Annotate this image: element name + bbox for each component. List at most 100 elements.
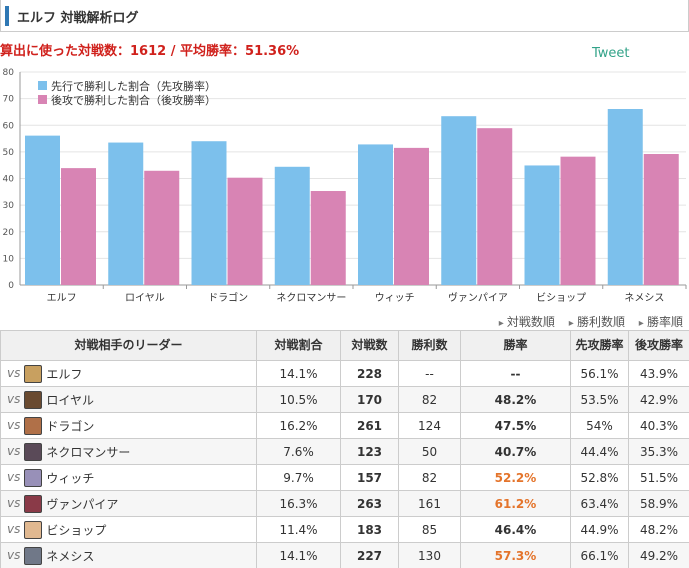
wins-cell: 82 [398, 464, 461, 491]
bar-first [25, 135, 60, 285]
second-rate-cell: 40.3% [628, 412, 689, 439]
table-row: vs ドラゴン 16.2% 261 124 47.5% 54% 40.3% [0, 412, 689, 439]
second-rate-cell: 42.9% [628, 386, 689, 413]
leader-name: ヴァンパイア [46, 497, 119, 511]
leader-cell: vs ウィッチ [0, 464, 257, 491]
vs-label: vs [7, 548, 21, 562]
ratio-cell: 7.6% [256, 438, 341, 465]
battles-cell: 261 [340, 412, 399, 439]
bar-second [61, 168, 96, 285]
x-tick-label: エルフ [47, 293, 77, 304]
col-header-wins: 勝利数 [398, 330, 461, 361]
first-rate-cell: 56.1% [570, 360, 629, 387]
bar-second [227, 177, 263, 285]
rate-cell: 52.2% [460, 464, 571, 491]
bar-second [144, 170, 180, 285]
bar-first [358, 144, 393, 285]
wins-cell: 130 [398, 542, 461, 568]
leader-avatar [24, 442, 43, 461]
second-rate-cell: 35.3% [628, 438, 689, 465]
table-row: vs ヴァンパイア 16.3% 263 161 61.2% 63.4% 58.9% [0, 490, 689, 517]
first-rate-cell: 44.9% [570, 516, 629, 543]
x-tick-label: ドラゴン [208, 291, 248, 304]
vs-label: vs [7, 418, 21, 432]
leader-cell: vs ヴァンパイア [0, 490, 257, 517]
wins-cell: 85 [398, 516, 461, 543]
summary-avg-rate: 51.36% [245, 44, 300, 59]
y-tick-label: 60 [3, 121, 15, 131]
bar-first [524, 165, 560, 285]
summary-avg-label: 平均勝率： [180, 44, 246, 59]
x-tick-label: ビショップ [536, 292, 586, 304]
col-header-ratio: 対戦割合 [256, 330, 341, 361]
leader-name: エルフ [46, 367, 83, 381]
wins-cell: 50 [398, 438, 461, 465]
battles-cell: 183 [340, 516, 399, 543]
rate-cell: 46.4% [460, 516, 571, 543]
bar-second [560, 156, 596, 285]
leader-name: ロイヤル [46, 393, 94, 407]
first-rate-cell: 63.4% [570, 490, 629, 517]
sort-by-battles-link[interactable]: 対戦数順 [499, 315, 555, 329]
col-header-first: 先攻勝率 [570, 330, 629, 361]
sort-links: 対戦数順 勝利数順 勝率順 [489, 313, 683, 330]
first-rate-cell: 53.5% [570, 386, 629, 413]
vs-label: vs [7, 366, 21, 380]
bar-second [394, 147, 429, 285]
table-row: vs ビショップ 11.4% 183 85 46.4% 44.9% 48.2% [0, 516, 689, 543]
header-accent-bar [5, 6, 9, 26]
legend-label: 後攻で勝利した割合（後攻勝率） [51, 93, 216, 107]
y-tick-label: 10 [3, 254, 15, 264]
second-rate-cell: 43.9% [628, 360, 689, 387]
wins-cell: -- [398, 360, 461, 387]
y-tick-label: 30 [3, 201, 15, 211]
ratio-cell: 11.4% [256, 516, 341, 543]
leader-cell: vs ネクロマンサー [0, 438, 257, 465]
ratio-cell: 14.1% [256, 542, 341, 568]
leader-cell: vs ネメシス [0, 542, 257, 568]
ratio-cell: 9.7% [256, 464, 341, 491]
vs-label: vs [7, 522, 21, 536]
page-header: エルフ 対戦解析ログ [0, 0, 689, 32]
second-rate-cell: 51.5% [628, 464, 689, 491]
sort-by-wins-link[interactable]: 勝利数順 [569, 315, 625, 329]
tweet-button[interactable]: Tweet [592, 46, 630, 61]
page-title: エルフ 対戦解析ログ [17, 11, 139, 26]
x-tick-label: ネクロマンサー [276, 292, 346, 304]
sort-by-rate-link[interactable]: 勝率順 [639, 315, 683, 329]
leader-avatar [24, 494, 43, 513]
x-tick-label: ネメシス [624, 292, 664, 304]
battles-cell: 228 [340, 360, 399, 387]
first-rate-cell: 52.8% [570, 464, 629, 491]
leader-name: ドラゴン [46, 419, 95, 433]
rate-cell: -- [460, 360, 571, 387]
legend-label: 先行で勝利した割合（先攻勝率） [51, 79, 216, 93]
vs-label: vs [7, 444, 21, 458]
leader-name: ビショップ [46, 523, 107, 537]
second-rate-cell: 49.2% [628, 542, 689, 568]
table-row: vs ロイヤル 10.5% 170 82 48.2% 53.5% 42.9% [0, 386, 689, 413]
battles-cell: 157 [340, 464, 399, 491]
second-rate-cell: 58.9% [628, 490, 689, 517]
rate-cell: 47.5% [460, 412, 571, 439]
leader-name: ネクロマンサー [46, 445, 131, 459]
rate-cell: 40.7% [460, 438, 571, 465]
bar-first [441, 116, 477, 285]
ratio-cell: 16.3% [256, 490, 341, 517]
battles-cell: 263 [340, 490, 399, 517]
bar-first [607, 109, 643, 285]
leader-cell: vs ロイヤル [0, 386, 257, 413]
bar-second [310, 191, 346, 285]
x-tick-label: ヴァンパイア [448, 291, 508, 304]
wins-cell: 82 [398, 386, 461, 413]
leader-avatar [24, 390, 43, 409]
first-rate-cell: 44.4% [570, 438, 629, 465]
leader-avatar [24, 520, 43, 539]
ratio-cell: 16.2% [256, 412, 341, 439]
wins-cell: 124 [398, 412, 461, 439]
summary-prefix: 算出に使った対戦数： [0, 44, 131, 59]
y-tick-label: 70 [3, 95, 15, 105]
bar-first [108, 142, 144, 285]
battles-cell: 123 [340, 438, 399, 465]
rate-cell: 61.2% [460, 490, 571, 517]
